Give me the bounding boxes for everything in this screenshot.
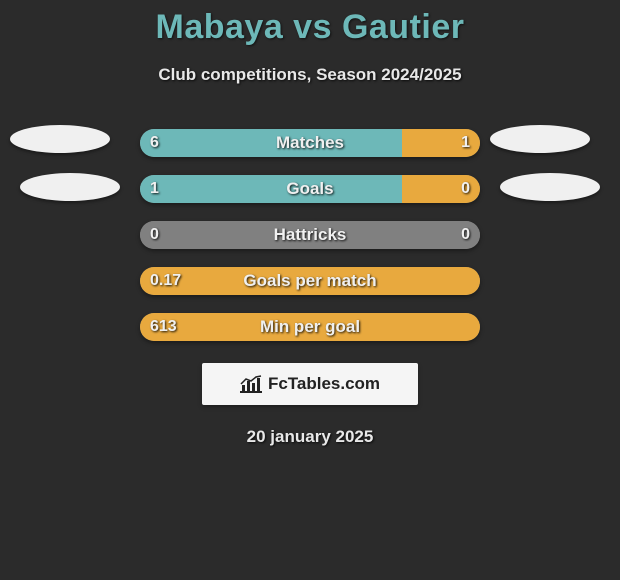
stat-label: Min per goal bbox=[140, 313, 480, 341]
stat-label: Goals per match bbox=[140, 267, 480, 295]
player-photo-right bbox=[490, 125, 590, 153]
date-label: 20 january 2025 bbox=[0, 427, 620, 447]
stat-label: Hattricks bbox=[140, 221, 480, 249]
player-photo-left bbox=[10, 125, 110, 153]
player-photo-left bbox=[20, 173, 120, 201]
page-title: Mabaya vs Gautier bbox=[0, 8, 620, 47]
stat-row: 613Min per goal bbox=[0, 313, 620, 341]
stat-row: 00Hattricks bbox=[0, 221, 620, 249]
brand-box: FcTables.com bbox=[202, 363, 418, 405]
brand-text: FcTables.com bbox=[268, 374, 380, 394]
stat-label: Goals bbox=[140, 175, 480, 203]
stats-area: 61Matches10Goals00Hattricks0.17Goals per… bbox=[0, 129, 620, 341]
stat-label: Matches bbox=[140, 129, 480, 157]
brand-chart-icon bbox=[240, 375, 262, 393]
stat-row: 0.17Goals per match bbox=[0, 267, 620, 295]
comparison-card: Mabaya vs Gautier Club competitions, Sea… bbox=[0, 0, 620, 447]
player-photo-right bbox=[500, 173, 600, 201]
subtitle: Club competitions, Season 2024/2025 bbox=[0, 65, 620, 85]
